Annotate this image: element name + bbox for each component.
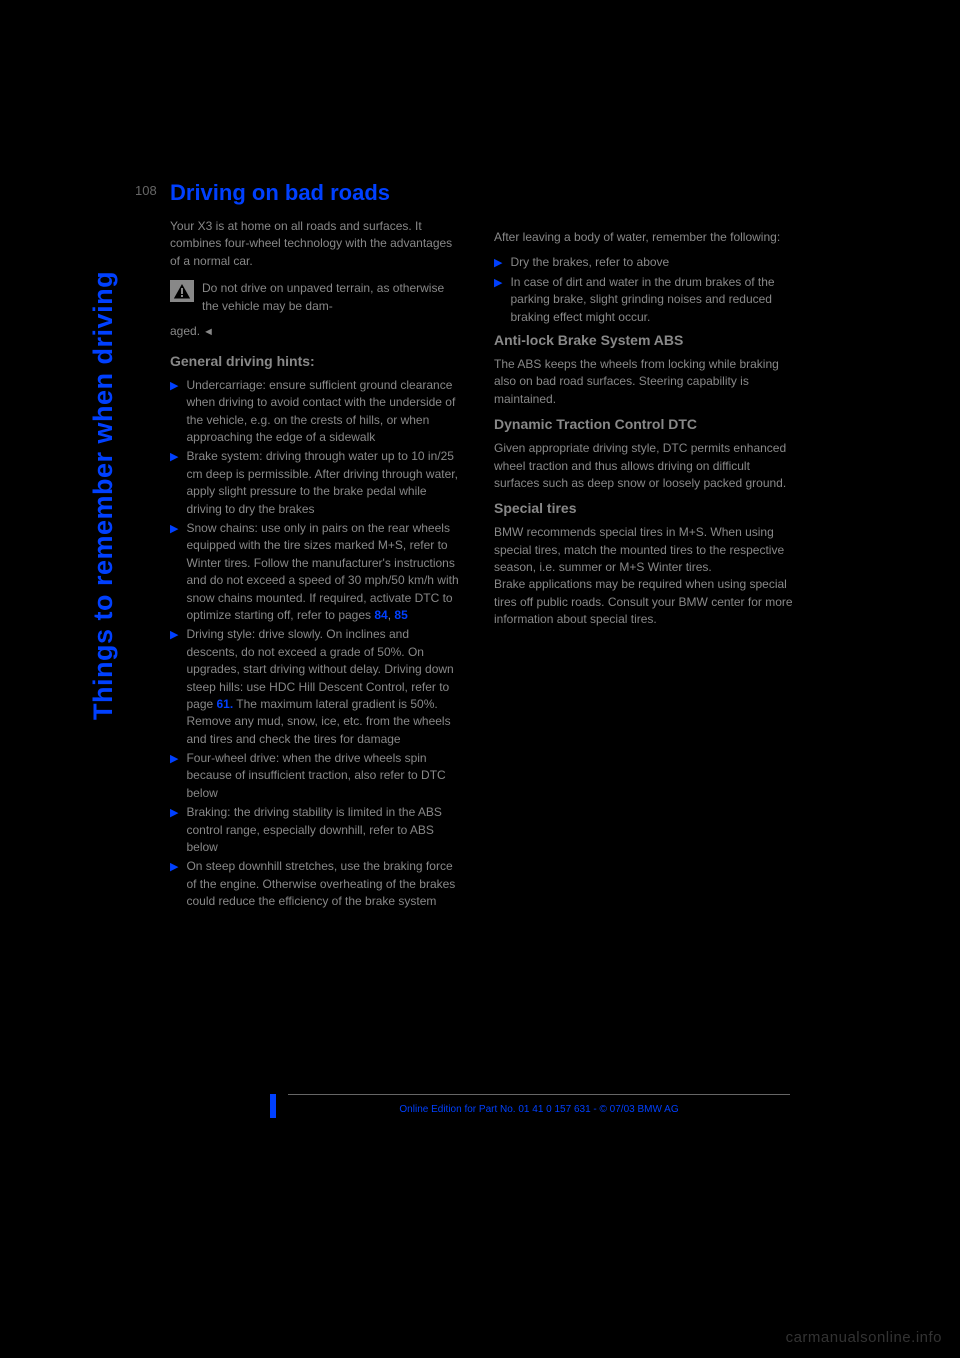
page-link[interactable]: 85 [394,608,407,622]
right-column: After leaving a body of water, remember … [494,229,794,637]
list-item: ▶ Four-wheel drive: when the drive wheel… [170,750,460,802]
bullet-icon: ▶ [494,276,502,289]
list-item: ▶ Brake system: driving through water up… [170,448,460,518]
footer-accent-bar [270,1094,276,1118]
warning-text: Do not drive on unpaved terrain, as othe… [202,280,460,315]
bullet-text: Snow chains: use only in pairs on the re… [186,520,460,624]
watermark-text: carmanualsonline.info [786,1329,942,1346]
bullet-text: Driving style: drive slowly. On inclines… [186,626,460,748]
bullet-text-part: Snow chains: use only in pairs on the re… [186,521,458,622]
list-item: ▶ Driving style: drive slowly. On inclin… [170,626,460,748]
warning-icon [170,280,194,302]
bullet-icon: ▶ [170,752,178,765]
bullet-icon: ▶ [170,860,178,873]
bullet-icon: ▶ [170,522,178,535]
warning-continue: aged.◄ [170,323,460,341]
footer-copyright: Online Edition for Part No. 01 41 0 157 … [288,1098,790,1115]
page-link[interactable]: 61. [217,697,234,711]
bullet-text: Dry the brakes, refer to above [510,254,669,271]
tires-text: BMW recommends special tires in M+S. Whe… [494,524,794,628]
abs-title: Anti-lock Brake System ABS [494,332,794,348]
dtc-title: Dynamic Traction Control DTC [494,416,794,432]
list-item: ▶ Dry the brakes, refer to above [494,254,784,271]
dtc-text: Given appropriate driving style, DTC per… [494,440,794,492]
tires-title: Special tires [494,500,794,516]
list-item: ▶ In case of dirt and water in the drum … [494,274,784,326]
list-item: ▶ On steep downhill stretches, use the b… [170,858,460,910]
bullet-text: In case of dirt and water in the drum br… [510,274,784,326]
bullet-text: Brake system: driving through water up t… [186,448,460,518]
page-link[interactable]: 84 [374,608,387,622]
bullet-icon: ▶ [170,806,178,819]
page-footer: Online Edition for Part No. 01 41 0 157 … [270,1094,790,1118]
list-item: ▶ Braking: the driving stability is limi… [170,804,460,856]
intro-paragraph: Your X3 is at home on all roads and surf… [170,218,460,270]
bullet-icon: ▶ [170,450,178,463]
bullet-text: Four-wheel drive: when the drive wheels … [186,750,460,802]
warning-continue-text: aged. [170,324,200,338]
list-item: ▶ Undercarriage: ensure sufficient groun… [170,377,460,447]
right-intro-text: After leaving a body of water, remember … [494,229,794,246]
footer-divider [288,1094,790,1095]
bullet-icon: ▶ [494,256,502,269]
bullet-icon: ▶ [170,379,178,392]
bullet-text: On steep downhill stretches, use the bra… [186,858,460,910]
bullet-icon: ▶ [170,628,178,641]
bullet-text: Braking: the driving stability is limite… [186,804,460,856]
section-heading: Driving on bad roads [170,180,850,206]
end-marker-icon: ◄ [203,326,214,338]
bullet-text: Undercarriage: ensure sufficient ground … [186,377,460,447]
abs-text: The ABS keeps the wheels from locking wh… [494,356,794,408]
list-item: ▶ Snow chains: use only in pairs on the … [170,520,460,624]
